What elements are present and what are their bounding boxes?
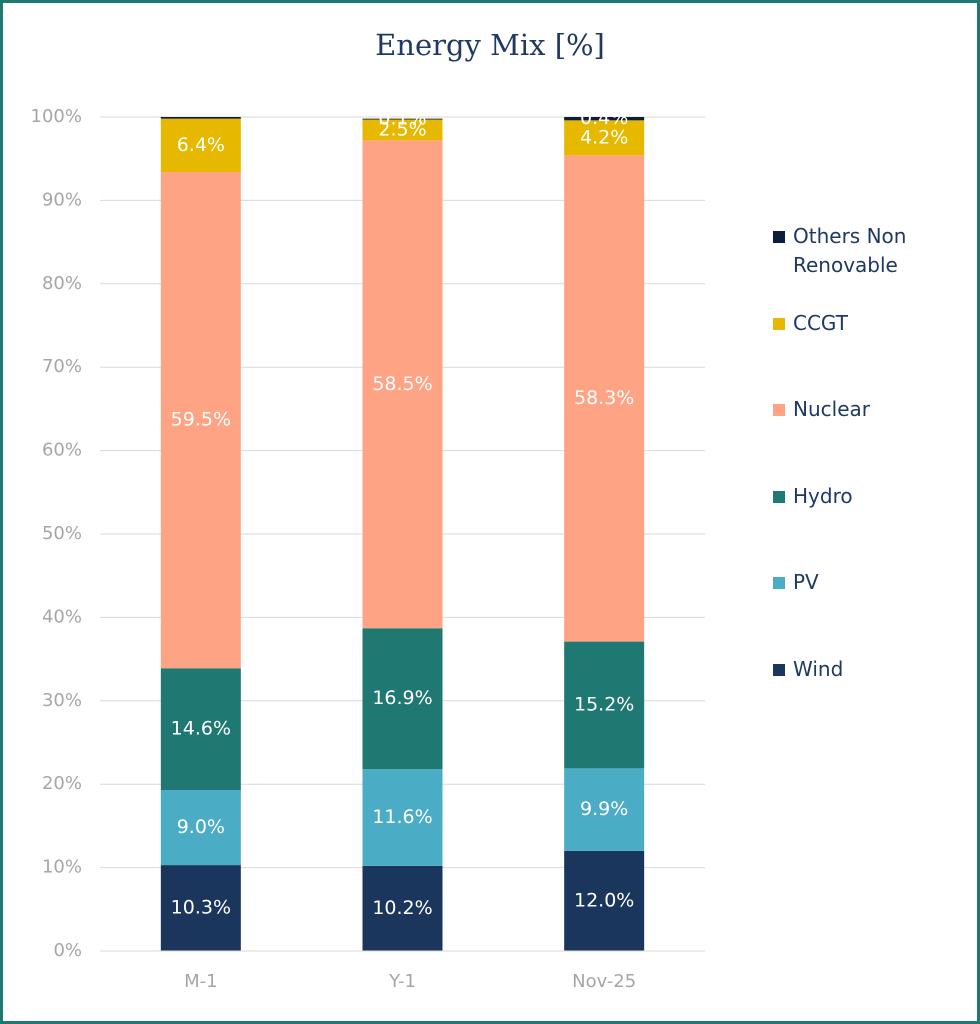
bar-segment xyxy=(564,117,645,121)
y-tick-label: 0% xyxy=(53,940,82,961)
bar-segment xyxy=(564,155,645,642)
data-label: 0.1% xyxy=(378,108,426,130)
y-tick-label: 20% xyxy=(42,773,82,794)
data-label: 14.6% xyxy=(171,718,231,740)
bar-segment xyxy=(160,668,241,791)
bar-segment xyxy=(564,641,645,769)
data-label: 6.4% xyxy=(177,134,225,156)
legend-swatch xyxy=(773,404,785,417)
data-label: 4.2% xyxy=(580,126,628,148)
bar-segment xyxy=(160,865,241,951)
bar-segment xyxy=(564,850,645,951)
bar-segment xyxy=(564,120,645,156)
data-label: 9.9% xyxy=(580,798,628,820)
y-tick-label: 10% xyxy=(42,857,82,878)
data-label: 16.9% xyxy=(372,687,432,709)
legend-swatch xyxy=(773,317,785,330)
bar-segment xyxy=(362,119,443,141)
data-label: 10.3% xyxy=(171,897,231,919)
legend-swatch xyxy=(773,664,785,676)
legend-swatch xyxy=(773,490,785,503)
x-tick-label: Nov-25 xyxy=(572,971,636,992)
legend-swatch xyxy=(773,577,785,590)
data-label: 59.5% xyxy=(171,409,231,431)
bar-segment xyxy=(362,118,443,120)
data-label: 2.5% xyxy=(378,118,426,140)
y-tick-label: 90% xyxy=(42,189,82,210)
data-label: 58.3% xyxy=(574,387,634,409)
y-tick-label: 80% xyxy=(42,273,82,294)
data-label: 15.2% xyxy=(574,693,634,715)
data-label: 9.0% xyxy=(177,816,225,838)
x-tick-label: Y-1 xyxy=(388,971,416,992)
chart: Energy Mix [%] 0% 10% 20% 30% 40% 50% 60% 70% 80… xyxy=(31,28,705,992)
legend-item: CCGT xyxy=(773,309,943,338)
legend-label: PV xyxy=(793,570,819,595)
y-tick-label: 50% xyxy=(42,523,82,544)
bar-segment xyxy=(362,140,443,629)
bar-segment xyxy=(160,117,241,119)
legend-label: Others Non Renovable xyxy=(793,224,907,277)
chart-title: Energy Mix [%] xyxy=(375,28,605,62)
data-label: 11.6% xyxy=(372,806,432,828)
legend-item: Wind xyxy=(773,655,943,684)
bar-segment xyxy=(160,790,241,866)
bar-segment xyxy=(160,118,241,173)
data-label: 58.5% xyxy=(372,373,432,395)
bar-segment xyxy=(362,628,443,770)
y-tick-label: 70% xyxy=(42,356,82,377)
bar-segment xyxy=(362,865,443,951)
data-label: 0.4% xyxy=(580,107,628,129)
data-label: 12.0% xyxy=(574,889,634,911)
legend-item: Others Non Renovable xyxy=(773,222,943,280)
legend-label: Wind xyxy=(793,657,844,681)
y-tick-label: 30% xyxy=(42,690,82,711)
legend-item: PV xyxy=(773,568,943,597)
y-tick-label: 40% xyxy=(42,606,82,627)
legend-label: CCGT xyxy=(793,310,848,335)
bar-segment xyxy=(362,769,443,866)
legend-label: Hydro xyxy=(793,483,853,508)
x-tick-label: M-1 xyxy=(184,971,217,992)
bar-segment xyxy=(564,768,645,851)
y-tick-label: 100% xyxy=(31,106,82,127)
legend-item: Nuclear xyxy=(773,395,943,424)
y-tick-label: 60% xyxy=(42,440,82,461)
legend-label: Nuclear xyxy=(793,397,870,422)
bar-segment xyxy=(160,172,241,669)
data-label: 10.2% xyxy=(372,897,432,919)
legend-item: Hydro xyxy=(773,482,943,511)
legend-swatch xyxy=(773,231,785,243)
